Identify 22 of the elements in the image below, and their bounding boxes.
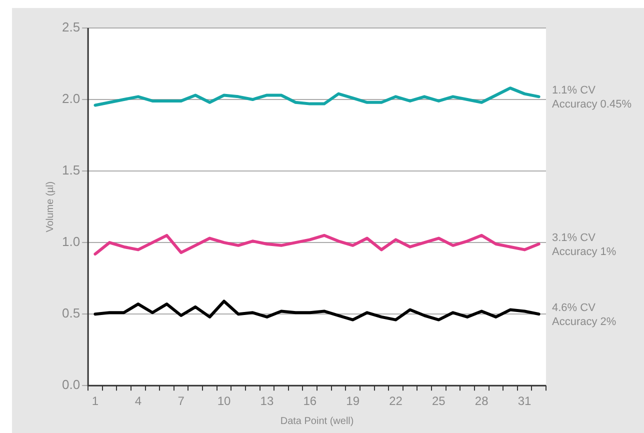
x-tick-label: 1	[92, 394, 99, 408]
x-tick-label: 13	[260, 394, 274, 408]
text: 4.6% CV Accuracy 2%	[552, 302, 616, 328]
x-tick-label: 22	[389, 394, 403, 408]
text: 3.1% CV Accuracy 1%	[552, 232, 616, 258]
text: 1.1% CV Accuracy 0.45%	[552, 84, 632, 111]
x-tick-label: 19	[346, 394, 360, 408]
y-tick-label: 0.0	[62, 377, 80, 392]
x-tick-label: 7	[178, 394, 185, 408]
x-tick-label: 16	[303, 394, 317, 408]
x-tick-label: 4	[134, 394, 142, 408]
y-tick-label: 0.5	[62, 306, 80, 321]
y-tick-label: 1.0	[62, 234, 80, 250]
x-tick-label: 25	[432, 394, 446, 408]
y-tick-label: 1.5	[62, 162, 80, 178]
x-tick-label: 28	[474, 394, 489, 408]
y-tick-label: 2.0	[62, 91, 80, 106]
y-tick-label: 2.5	[62, 20, 80, 35]
y-axis-title: Volume (µl)	[44, 181, 56, 232]
x-axis-title: Data Point (well)	[280, 416, 354, 427]
x-tick-label: 10	[217, 394, 232, 408]
x-tick-label: 31	[518, 394, 532, 408]
